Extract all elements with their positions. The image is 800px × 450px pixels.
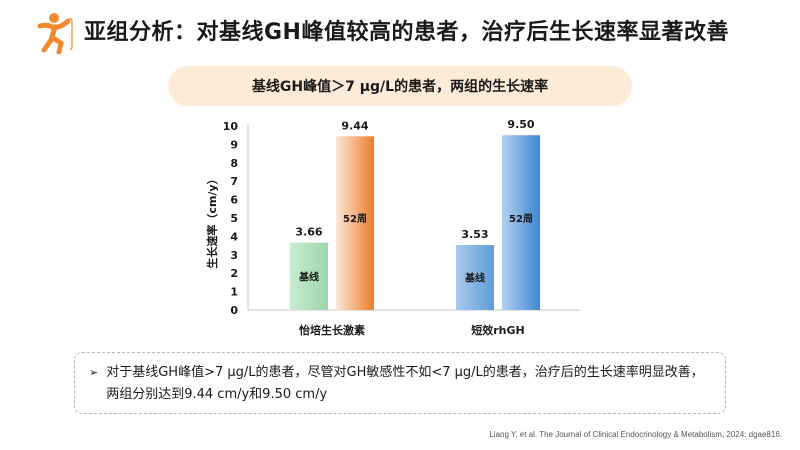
chart-subtitle: 基线GH峰值＞7 μg/L的患者，两组的生长速率 xyxy=(251,79,549,95)
bar-series-label: 52周 xyxy=(509,213,533,225)
running-child-logo-icon xyxy=(37,13,73,54)
bar-series-label: 基线 xyxy=(464,272,485,285)
y-tick-label: 8 xyxy=(230,157,238,170)
bar-value-label: 3.53 xyxy=(461,228,488,241)
y-tick-label: 7 xyxy=(230,175,238,188)
bar-product-week52 xyxy=(336,136,374,310)
y-axis-label: 生长速率（cm/y） xyxy=(205,173,219,268)
bar-rhgh-week52 xyxy=(502,135,540,310)
x-category-label: 怡培生长激素 xyxy=(299,323,365,337)
y-tick-label: 10 xyxy=(223,120,239,133)
bar-value-label: 3.66 xyxy=(295,226,322,239)
bar-value-label: 9.44 xyxy=(341,119,368,132)
bar-series-label: 52周 xyxy=(343,213,367,225)
y-tick-label: 3 xyxy=(230,249,238,262)
chart-subtitle-pill: 基线GH峰值＞7 μg/L的患者，两组的生长速率 xyxy=(168,66,632,106)
y-tick-label: 0 xyxy=(230,304,238,317)
y-tick-label: 6 xyxy=(230,194,238,207)
conclusion-note-box: ➢ 对于基线GH峰值>7 μg/L的患者，尽管对GH敏感性不如<7 μg/L的患… xyxy=(74,352,726,414)
y-tick-label: 1 xyxy=(230,286,238,299)
y-tick-label: 2 xyxy=(230,267,238,280)
page-title: 亚组分析：对基线GH峰值较高的患者，治疗后生长速率显著改善 xyxy=(84,20,729,45)
x-category-label: 短效rhGH xyxy=(471,323,525,337)
bullet-arrow-icon: ➢ xyxy=(89,366,99,379)
y-tick-label: 5 xyxy=(230,212,238,225)
bar-rhgh-baseline xyxy=(456,245,494,310)
citation: Liang Y, et al. The Journal of Clinical … xyxy=(489,430,782,439)
conclusion-note-text: 对于基线GH峰值>7 μg/L的患者，尽管对GH敏感性不如<7 μg/L的患者，… xyxy=(106,365,704,402)
bar-product-baseline xyxy=(290,242,328,310)
y-tick-label: 4 xyxy=(230,230,238,243)
y-tick-label: 9 xyxy=(230,138,238,151)
bar-value-label: 9.50 xyxy=(507,118,534,131)
bar-series-label: 基线 xyxy=(298,270,319,283)
